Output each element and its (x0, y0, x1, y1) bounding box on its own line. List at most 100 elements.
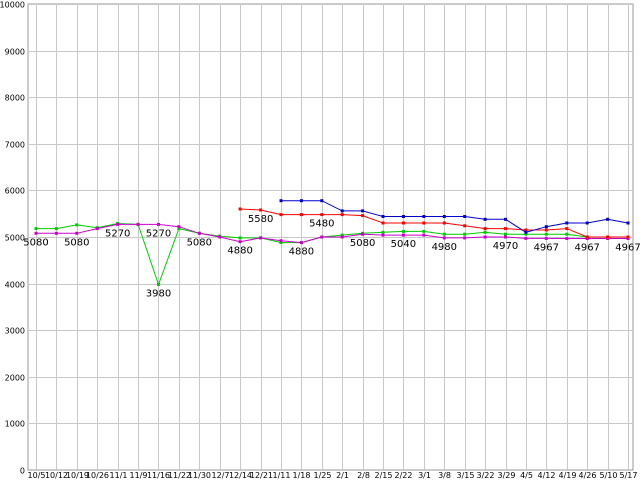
grid (27, 3, 634, 471)
y-tick-label: 1000 (5, 420, 25, 429)
x-tick-label: 10/5 (28, 471, 46, 480)
x-tick-label: 5/17 (620, 471, 638, 480)
y-tick-label: 4000 (5, 281, 25, 290)
y-tick-label: 8000 (5, 94, 25, 103)
data-point (320, 235, 324, 239)
data-point (340, 213, 344, 217)
x-tick-label: 2/8 (357, 471, 370, 480)
data-point (463, 236, 467, 240)
y-tick-label: 7000 (5, 141, 25, 150)
data-point (626, 221, 630, 225)
x-tick-label: 12/14 (229, 471, 252, 480)
y-tick-label: 2000 (5, 374, 25, 383)
data-point (279, 241, 283, 245)
x-tick-label: 1/25 (314, 471, 332, 480)
x-tick-label: 4/19 (559, 471, 577, 480)
data-point (75, 231, 79, 235)
x-tick-label: 10/12 (45, 471, 68, 480)
data-point (442, 221, 446, 225)
data-point (401, 229, 405, 233)
data-point (95, 227, 99, 231)
data-point (463, 215, 467, 218)
data-point (565, 221, 569, 225)
data-label: 4970 (493, 241, 518, 252)
x-tick-label: 5/10 (600, 471, 618, 480)
data-label: 5080 (64, 237, 89, 248)
x-tick-label: 1/11 (273, 471, 291, 480)
data-point (75, 223, 79, 227)
x-tick-label: 3/29 (498, 471, 516, 480)
x-tick-label: 12/21 (250, 471, 273, 480)
data-point (340, 235, 344, 239)
x-tick-label: 11/16 (147, 471, 170, 480)
data-point (504, 217, 507, 221)
data-point (606, 235, 610, 239)
data-label: 4880 (289, 247, 314, 258)
x-tick-label: 2/15 (375, 471, 393, 480)
data-point (422, 221, 426, 225)
data-point (504, 227, 507, 231)
y-tick-label: 9000 (5, 48, 25, 57)
data-point (524, 236, 528, 240)
data-point (299, 241, 303, 245)
data-point (524, 230, 528, 234)
data-point (483, 227, 487, 231)
data-label: 5080 (350, 238, 375, 249)
y-tick-label: 3000 (5, 327, 25, 336)
x-tick-label: 4/26 (579, 471, 597, 480)
data-point (504, 235, 507, 239)
data-point (279, 199, 283, 203)
data-point (340, 233, 344, 237)
x-tick-label: 4/5 (520, 471, 533, 480)
y-tick-label: 10000 (0, 1, 25, 10)
data-label: 5580 (248, 214, 273, 225)
y-tick-label: 0 (20, 467, 25, 476)
data-point (157, 283, 160, 286)
x-tick-label: 12/7 (212, 471, 230, 480)
series-line (240, 208, 628, 238)
data-point (401, 215, 405, 218)
data-point (238, 240, 242, 244)
data-point (626, 235, 630, 239)
series-group (34, 199, 630, 287)
data-point (320, 199, 324, 203)
data-point (136, 222, 140, 226)
data-point (442, 236, 446, 240)
x-tick-label: 3/15 (457, 471, 475, 480)
data-point (401, 233, 405, 237)
data-point (279, 239, 283, 243)
data-point (361, 214, 365, 218)
data-point (544, 225, 548, 229)
data-point (54, 231, 58, 235)
data-point (259, 236, 263, 240)
data-labels: 5080 5080 5270 5270 3980 5080 4880 5580 4880 5480… (23, 214, 640, 300)
data-label: 5080 (23, 237, 48, 248)
data-label: 4967 (615, 243, 640, 254)
series-2 (34, 222, 630, 245)
data-point (401, 221, 405, 225)
data-label: 5480 (309, 219, 334, 230)
data-point (585, 235, 589, 239)
series-line (281, 200, 629, 233)
x-tick-label: 2/22 (395, 471, 413, 480)
data-point (116, 222, 120, 226)
data-point (422, 229, 426, 233)
data-label: 4880 (227, 246, 252, 257)
x-tick-label: 11/22 (168, 471, 191, 480)
data-point (218, 235, 222, 239)
data-point (238, 207, 242, 211)
data-point (197, 231, 201, 235)
x-tick-label: 4/12 (538, 471, 556, 480)
data-point (54, 227, 58, 231)
data-point (279, 213, 283, 217)
data-point (585, 221, 589, 225)
data-point (157, 222, 160, 226)
data-point (361, 232, 365, 236)
data-point (483, 235, 487, 239)
x-tick-label: 2/1 (336, 471, 349, 480)
data-point (177, 227, 181, 231)
series-line (36, 223, 628, 244)
data-point (442, 232, 446, 236)
